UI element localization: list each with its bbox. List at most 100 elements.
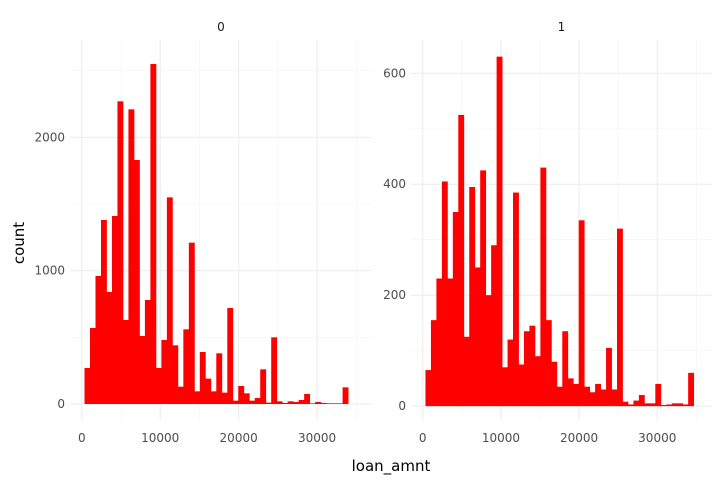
histogram-bar [238,386,245,404]
histogram-bar [106,292,113,404]
histogram-bar [133,160,140,404]
histogram-bar [688,372,695,407]
histogram-bar [469,187,476,407]
histogram-bar [243,393,250,404]
histogram-bar [655,383,662,407]
histogram-bar [84,368,91,404]
x-axis-title: loan_amnt [352,457,431,476]
histogram-bar [578,220,585,407]
histogram-bar [452,211,459,407]
histogram-bar [677,403,684,407]
histogram-bar [534,356,541,407]
histogram-bar [249,400,256,404]
histogram-bar [595,383,601,407]
histogram-bar [172,345,179,404]
histogram-bar [485,295,492,407]
histogram-bar [458,114,465,407]
y-tick-label: 2000 [34,130,65,144]
histogram-bar [474,267,481,407]
x-tick-label: 10000 [141,431,179,445]
histogram-bar [150,64,157,404]
histogram-bar [436,278,443,407]
histogram-bar [491,245,498,407]
histogram-bar [194,391,201,404]
histogram-bar [600,389,607,407]
histogram-bar [342,387,349,404]
histogram-bar [627,404,634,407]
histogram-bar [199,352,206,404]
histogram-bar [232,400,239,404]
y-tick-label: 400 [383,177,406,191]
histogram-bar [589,392,596,407]
histogram-bar [622,401,629,407]
histogram-bar [271,337,278,404]
histogram-bar [177,386,184,404]
histogram-bar [463,336,470,407]
histogram-bar [221,392,228,404]
x-tick-label: 10000 [482,431,520,445]
histogram-bar [254,398,261,404]
histogram-bar [282,402,289,404]
histogram-bar [540,167,547,407]
histogram-bar [633,400,640,407]
histogram-bar [562,331,569,407]
histogram-bar [276,401,283,404]
histogram-bar [144,300,151,404]
histogram-bar [216,353,223,404]
histogram-bar [100,220,107,404]
histogram-bar [122,320,129,404]
histogram-bar [447,278,454,407]
histogram-bar [545,320,552,407]
histogram-bar [166,197,173,404]
facet-strip-label: 0 [217,20,225,34]
histogram-bar [188,242,195,404]
histogram-bar [205,378,212,404]
histogram-bar [611,389,618,407]
histogram-bar [155,368,162,404]
histogram-bar [287,401,294,404]
histogram-bar [660,405,667,407]
histogram-bar [210,391,217,404]
facet-strip-label: 1 [558,20,566,34]
histogram-bar [430,320,437,407]
histogram-bar [227,308,234,404]
histogram-bar [496,56,503,407]
x-tick-label: 30000 [638,431,676,445]
x-tick-label: 20000 [220,431,258,445]
histogram-bar [304,394,311,404]
x-tick-label: 0 [419,431,427,445]
histogram-bar [337,403,343,404]
histogram-bar [320,402,327,404]
histogram-bar [425,370,432,407]
histogram-bar [90,328,96,404]
histogram-bar [480,170,487,407]
histogram-bar [529,325,536,407]
histogram-bar [265,402,272,404]
histogram-bar [117,101,124,404]
histogram-bar [183,329,190,404]
y-tick-label: 0 [398,399,406,413]
facet-panel-0: 0 0 10000 20000 30000 0 1000 2000 [34,20,372,445]
histogram-bar [671,403,678,407]
y-tick-label: 200 [383,288,406,302]
histogram-bar [638,395,645,407]
histogram-bar [309,403,316,404]
histogram-bar [331,403,338,404]
histogram-bar [617,228,623,407]
y-axis-title: count [10,222,28,264]
histogram-bar [161,340,168,404]
histogram-bar [644,403,651,407]
histogram-bar [573,383,580,407]
histogram-bar [95,276,102,404]
histogram-bar [649,403,656,407]
histogram-bar [293,402,300,404]
histogram-bar [567,378,574,407]
y-tick-label: 0 [57,397,65,411]
histogram-bar [139,336,146,404]
histogram-bar [513,192,519,407]
histogram-bar [326,403,333,404]
histogram-bar [111,216,118,404]
x-tick-label: 20000 [560,431,598,445]
